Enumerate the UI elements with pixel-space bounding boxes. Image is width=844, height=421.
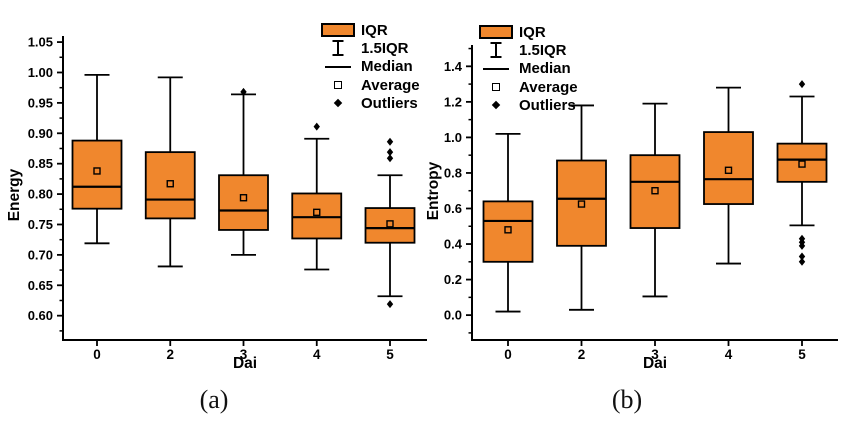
legend-label-15iqr: 1.5IQR [519, 41, 567, 59]
average-marker [386, 220, 394, 228]
y-axis-tick-label: 0.90 [28, 126, 53, 141]
y-axis-tick-label: 1.05 [28, 35, 53, 50]
iqr-box [218, 174, 269, 231]
median-line-icon [318, 65, 358, 68]
y-axis-tick-label: 0.65 [28, 278, 53, 293]
legend-item-average: Average [318, 76, 420, 94]
iqr-box-icon [476, 25, 516, 40]
y-axis-tick-label: 0.0 [444, 308, 462, 323]
outlier-point [386, 300, 394, 309]
median-line-icon [476, 67, 516, 70]
outlier-point [313, 122, 320, 131]
legend-label-outliers: Outliers [519, 96, 576, 114]
legend-panel-a: IQR 1.5IQR Median Average Outliers [318, 21, 420, 112]
legend-item-median: Median [318, 58, 420, 76]
x-axis-tick-label: 3 [651, 347, 659, 362]
iqr-box [482, 200, 534, 263]
average-marker [313, 208, 321, 217]
average-marker [724, 166, 733, 174]
boxplot-panel-b: 0.0 0.2 0.4 0.6 0.8 1.0 1.2 1.4 0 2 3 4 5 [444, 45, 838, 362]
legend-item-median: Median [476, 60, 578, 78]
y-axis-tick-label: 0.95 [28, 95, 53, 110]
legend-label-average: Average [361, 76, 420, 94]
outlier-point [798, 252, 806, 261]
y-axis-tick-label: 0.6 [444, 201, 462, 216]
x-axis-tick-label: 0 [93, 347, 101, 362]
outlier-point [386, 148, 394, 157]
iqr-box [556, 159, 607, 247]
average-marker [651, 187, 659, 195]
y-axis-tick-label: 0.75 [28, 217, 53, 232]
iqr-box-icon [318, 23, 358, 38]
average-marker [504, 226, 512, 234]
x-axis-tick-label: 2 [578, 347, 586, 362]
average-marker-icon [318, 81, 358, 90]
outlier-point [798, 80, 806, 89]
x-axis-tick-label: 0 [504, 347, 512, 362]
average-marker [239, 194, 248, 202]
iqr-box [144, 151, 196, 220]
x-axis-tick-label: 3 [240, 347, 248, 362]
y-axis-tick-label: 0.8 [444, 165, 462, 180]
y-axis-tick-label: 0.4 [444, 237, 463, 252]
panel-caption-b: (b) [611, 385, 643, 414]
y-axis-tick-label: 0.85 [28, 156, 53, 171]
iqr-box [629, 154, 681, 229]
legend-item-outliers: Outliers [476, 96, 578, 114]
y-axis-label-entropy: Entropy [425, 161, 442, 221]
whisker-icon [476, 41, 516, 59]
legend-label-15iqr: 1.5IQR [361, 39, 409, 57]
y-axis-tick-label: 1.00 [28, 65, 53, 80]
outlier-point [798, 241, 806, 250]
legend-item-average: Average [476, 78, 578, 96]
outlier-marker-icon [318, 99, 358, 108]
legend-label-outliers: Outliers [361, 94, 418, 112]
legend-item-15iqr: 1.5IQR [476, 41, 578, 59]
y-axis-tick-label: 1.0 [444, 130, 462, 145]
average-marker [93, 167, 101, 175]
x-axis-tick-label: 4 [313, 347, 321, 362]
average-marker [577, 200, 586, 208]
y-axis-tick-label: 1.2 [444, 94, 462, 109]
legend-label-iqr: IQR [519, 23, 546, 41]
iqr-box [703, 131, 754, 205]
legend-label-median: Median [519, 60, 571, 78]
legend-label-average: Average [519, 78, 578, 96]
x-axis-label-dai-b: Dai [642, 355, 668, 372]
legend-panel-b: IQR 1.5IQR Median Average Outliers [476, 23, 578, 114]
panel-caption-a: (a) [199, 385, 229, 414]
iqr-box [776, 142, 828, 183]
average-marker-icon [476, 83, 516, 92]
outlier-point [798, 257, 806, 266]
legend-item-15iqr: 1.5IQR [318, 39, 420, 57]
y-axis-tick-label: 0.2 [444, 272, 462, 287]
outlier-point [386, 137, 394, 146]
legend-item-outliers: Outliers [318, 94, 420, 112]
average-marker [798, 160, 806, 168]
y-axis-label-energy: Energy [6, 168, 23, 222]
x-axis-tick-label: 5 [798, 347, 806, 362]
legend-label-median: Median [361, 58, 413, 76]
x-axis-tick-label: 4 [725, 347, 733, 362]
outlier-point [240, 87, 247, 96]
y-axis-tick-label: 0.60 [28, 308, 53, 323]
boxplot-panel-a: 0.60 0.65 0.70 0.75 0.80 0.85 0.90 0.95 1.00 1.05… [28, 35, 427, 362]
y-axis-tick-label: 1.4 [444, 59, 463, 74]
iqr-box [364, 207, 416, 244]
outlier-point [386, 154, 394, 163]
legend-label-iqr: IQR [361, 21, 388, 39]
average-marker [166, 180, 174, 188]
x-axis-tick-label: 2 [166, 347, 174, 362]
y-axis-tick-label: 0.80 [28, 187, 53, 202]
x-axis-label-dai-a: Dai [232, 355, 258, 372]
x-axis-tick-label: 5 [386, 347, 394, 362]
legend-item-iqr: IQR [476, 23, 578, 41]
legend-item-iqr: IQR [318, 21, 420, 39]
y-axis-tick-label: 0.70 [28, 247, 53, 262]
whisker-icon [318, 39, 358, 57]
outlier-marker-icon [476, 101, 516, 110]
